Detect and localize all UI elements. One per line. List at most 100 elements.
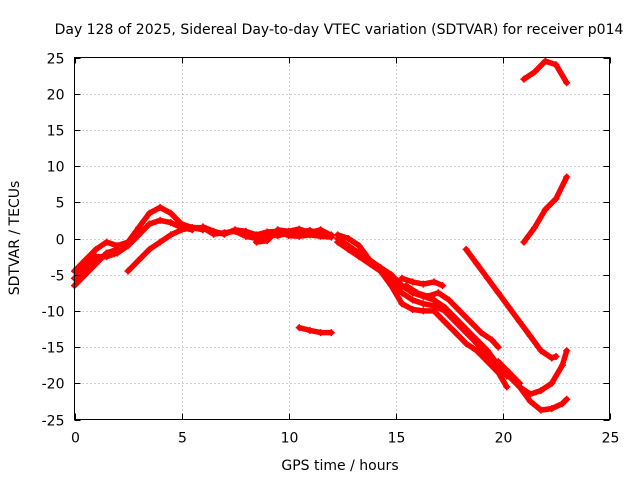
data-point: [430, 296, 438, 304]
data-point: [434, 289, 442, 297]
data-point: [462, 245, 470, 253]
data-point: [430, 278, 438, 286]
x-tick-label: 20: [495, 431, 513, 447]
data-point: [445, 296, 453, 304]
y-tick-label: -15: [42, 341, 65, 357]
data-point: [419, 280, 427, 288]
data-point: [220, 230, 228, 238]
data-point: [242, 227, 250, 235]
data-point: [252, 238, 260, 246]
y-tick-label: 5: [56, 196, 65, 212]
data-point: [419, 307, 427, 315]
data-point: [124, 242, 132, 250]
data-point: [494, 358, 502, 366]
data-point: [563, 173, 571, 181]
data-point: [484, 347, 491, 355]
data-point: [387, 278, 395, 286]
data-point: [484, 358, 491, 366]
data-point: [334, 235, 342, 242]
data-point: [317, 226, 325, 234]
y-tick-label: -25: [42, 414, 65, 430]
data-point: [113, 245, 121, 253]
series-track-2: [71, 217, 195, 282]
x-tick-label: 10: [281, 431, 299, 447]
plot-frame: [74, 57, 610, 420]
data-point: [263, 228, 271, 236]
data-point: [531, 224, 539, 232]
data-point: [188, 224, 196, 232]
data-point: [263, 237, 271, 245]
data-point: [516, 318, 524, 326]
data-point: [355, 242, 363, 250]
data-point: [145, 209, 153, 217]
data-point: [563, 395, 571, 403]
series-track-14: [463, 246, 559, 361]
data-point: [531, 68, 539, 76]
data-point: [387, 271, 395, 279]
data-point: [295, 232, 303, 240]
data-point: [441, 303, 449, 311]
data-point: [355, 249, 363, 257]
data-point: [494, 343, 502, 351]
data-point: [398, 289, 406, 297]
data-point: [537, 406, 545, 414]
data-point: [466, 318, 474, 326]
series-track-8: [296, 324, 335, 336]
data-point: [366, 256, 374, 264]
data-point: [135, 231, 143, 239]
data-point: [552, 353, 560, 360]
data-point: [167, 219, 175, 227]
x-tick-label: 5: [178, 431, 187, 447]
data-point: [285, 227, 292, 235]
chart-title: Day 128 of 2025, Sidereal Day-to-day VTE…: [55, 22, 624, 38]
data-point: [199, 223, 207, 231]
data-point: [145, 245, 153, 253]
data-point: [441, 318, 449, 326]
data-point: [548, 354, 556, 362]
data-point: [439, 282, 447, 290]
data-point: [456, 307, 464, 315]
data-point: [473, 336, 481, 344]
data-point: [520, 238, 528, 246]
data-point: [473, 347, 481, 355]
x-tick-label: 25: [602, 431, 620, 447]
data-point: [274, 226, 282, 234]
data-point: [462, 340, 470, 347]
data-point: [103, 238, 111, 246]
data-point: [548, 405, 556, 413]
data-point: [167, 209, 175, 217]
data-point: [424, 292, 432, 300]
data-point: [81, 271, 89, 279]
x-axis-label: GPS time / hours: [281, 458, 398, 474]
data-point: [156, 216, 164, 224]
data-point: [409, 296, 417, 304]
y-tick-label: 20: [47, 88, 65, 104]
series-track-13: [403, 282, 501, 350]
data-point: [419, 300, 427, 308]
data-point: [167, 231, 175, 239]
y-tick-label: -10: [42, 305, 65, 321]
data-point: [516, 383, 524, 391]
data-point: [558, 361, 566, 369]
data-series: [71, 57, 571, 414]
data-point: [344, 235, 352, 242]
data-point: [563, 79, 571, 87]
data-point: [548, 379, 556, 387]
y-tick-label: 0: [56, 233, 65, 249]
data-point: [327, 232, 335, 240]
y-axis-label: SDTVAR / TECUs: [7, 181, 23, 296]
data-point: [413, 289, 421, 297]
data-point: [484, 274, 491, 282]
data-point: [81, 264, 89, 271]
data-point: [252, 231, 260, 239]
data-point: [505, 372, 513, 380]
data-point: [541, 57, 549, 65]
data-point: [563, 347, 571, 355]
data-point: [377, 264, 384, 271]
data-point: [306, 229, 314, 237]
data-point: [503, 383, 511, 391]
data-point: [295, 225, 303, 233]
data-point: [541, 206, 549, 213]
y-tick-label: 10: [47, 160, 65, 176]
